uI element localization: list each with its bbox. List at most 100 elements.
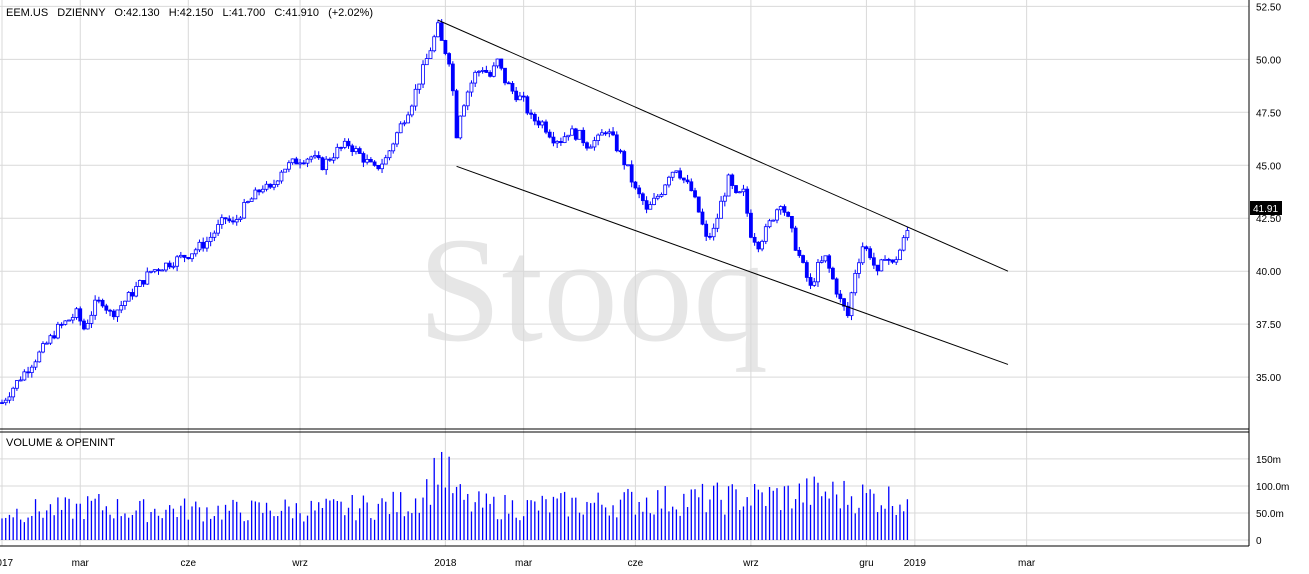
candle-body [212,232,217,238]
candle-body [577,129,582,140]
candle-body [536,120,541,126]
candle-body [890,259,895,263]
candle-body [465,91,470,107]
candle-body [67,319,71,322]
candle-body [778,206,783,211]
candle-body [436,22,440,38]
candle-body [562,136,567,143]
candle-body [614,134,619,152]
candle-body [29,366,34,373]
candle-body [193,249,198,255]
candle-body [428,50,433,59]
candle-body [495,58,500,67]
last-price-label: 41.91 [1253,204,1278,215]
candle-body [879,259,884,272]
candle-body [335,146,340,159]
candle-body [745,188,750,214]
candle-body [376,164,381,170]
candle-body [167,262,172,268]
grid [0,0,1249,546]
candle-body [898,249,902,261]
candle-body [674,170,679,173]
candle-body [812,281,817,286]
candle-body [693,190,697,198]
candle-body [59,323,64,326]
candle-body [264,183,269,190]
candle-body [205,241,209,249]
candle-body [383,157,388,165]
candle-body [413,88,418,107]
time-tick-label: 2018 [434,558,457,569]
candle-body [685,179,690,183]
candle-body [518,95,522,101]
candle-body [592,140,597,148]
candle-body [0,402,4,404]
candle-body [659,194,664,197]
candle-body [52,335,57,339]
chart-header: EEM.US DZIENNY O:42.130 H:42.150 L:41.70… [6,7,373,19]
candle-body [346,140,351,147]
price-tick-label: 40.00 [1256,267,1281,278]
candle-body [644,200,649,210]
candle-body [417,83,422,90]
change-value: (+2.02%) [328,7,373,19]
channel-lower-line [456,165,1009,365]
candle-body [380,163,384,170]
candle-body [361,153,366,163]
candle-body [514,90,519,101]
candle-body [640,193,645,202]
candle-body [44,342,49,345]
candle-body [421,64,425,85]
candle-body [22,371,27,381]
close-value: C:41.910 [274,7,319,19]
candle-body [775,209,779,221]
candle-body [37,351,42,363]
candle-body [801,255,805,263]
volume-tick-label: 0 [1256,536,1262,547]
candle-body [544,121,548,133]
candle-body [827,255,832,269]
candle-body [70,317,75,321]
candle-body [737,191,742,194]
candle-body [279,171,284,182]
candle-body [804,262,809,278]
candle-body [190,253,194,260]
candle-body [853,273,858,294]
candle-body [74,308,79,318]
candle-body [246,201,250,203]
time-tick-label: cze [181,558,197,569]
candle-body [231,220,235,223]
candle-body [130,292,135,297]
volume-tick-label: 100.0m [1256,482,1289,493]
candle-body [730,174,735,186]
candle-body [272,184,276,188]
candle-body [696,196,701,213]
candle-body [216,224,221,234]
candle-body [469,82,474,93]
candle-body [704,223,709,237]
candle-body [622,151,627,166]
candle-body [648,204,653,210]
candle-body [350,145,355,152]
candle-body [894,259,899,263]
candle-body [491,65,496,77]
candle-body [532,113,537,122]
candle-body [883,258,887,261]
time-tick-label: 2017 [0,558,14,569]
candle-body [100,299,105,307]
channel-upper-line [437,19,1009,272]
candle-body [734,185,738,194]
candle-body [555,141,560,144]
candle-body [313,155,317,158]
candle-body [298,162,302,165]
candle-body [581,129,586,144]
candle-body [663,184,668,195]
price-tick-label: 42.50 [1256,214,1281,225]
candle-body [797,249,802,256]
candle-body [432,36,437,52]
candle-body [585,142,589,149]
last-price-marker [1250,201,1282,215]
candle-body [3,399,8,404]
candle-body [849,292,854,317]
